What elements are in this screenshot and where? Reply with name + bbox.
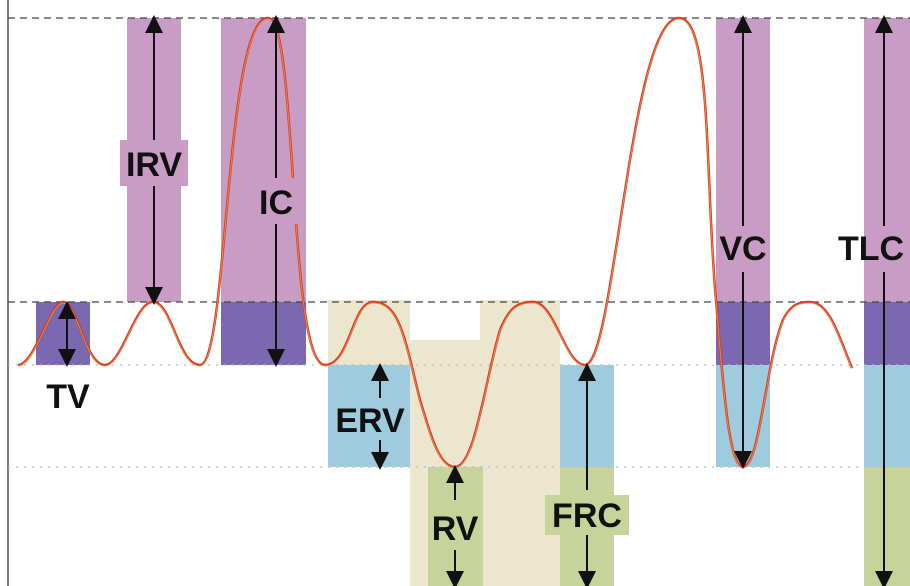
- ic-label-bg: [248, 178, 304, 224]
- vc-label: VC: [719, 230, 766, 268]
- tlc-region-lower: [864, 365, 910, 467]
- erv-label: ERV: [335, 402, 405, 440]
- ic-region-upper: [221, 18, 306, 302]
- tlc-label-bg: [864, 226, 910, 272]
- irv-label: IRV: [126, 146, 182, 184]
- tlc-region-bottom: [864, 467, 910, 586]
- ic-region-lower: [221, 302, 306, 365]
- irv-label-bg: [120, 140, 188, 186]
- frc-label: FRC: [552, 497, 622, 535]
- vc-label-bg: [716, 226, 770, 272]
- tlc-region-mid: [864, 302, 910, 365]
- labels: IRV IC TV ERV RV FRC VC TLC: [46, 140, 910, 548]
- ic-label: IC: [259, 184, 293, 222]
- rv-label: RV: [432, 510, 479, 548]
- tlc-label: TLC: [838, 230, 904, 268]
- frc-label-bg: [545, 495, 629, 535]
- rv-label-bg: [428, 506, 483, 548]
- tv-label: TV: [46, 378, 90, 416]
- erv-label-bg: [330, 398, 408, 440]
